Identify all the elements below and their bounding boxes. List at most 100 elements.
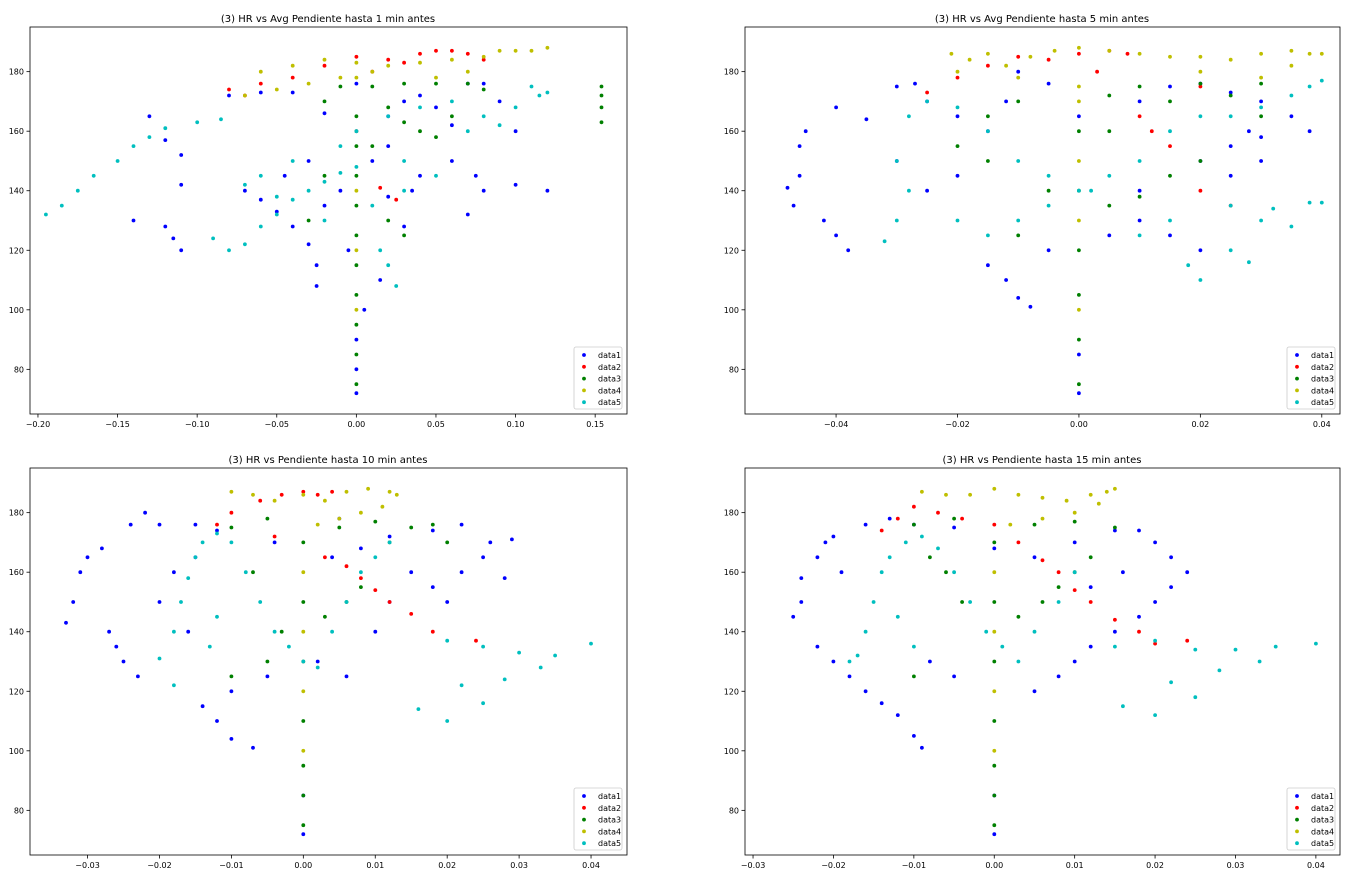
series-data2 [215,489,478,643]
data-point [1185,570,1190,575]
data-point [1259,81,1263,86]
legend: data1 data2 data3 data4 data5 [1286,787,1336,851]
data-point [193,555,198,560]
legend-marker [1295,353,1299,357]
data-point [465,69,470,74]
data-point [290,63,295,68]
data-point [1198,54,1203,59]
data-point [481,87,486,92]
data-point [354,307,359,312]
subplot-title: (3) HR vs Avg Pendiente hasta 1 min ante… [221,14,435,25]
data-point [243,93,247,98]
data-point [992,689,997,694]
data-point [359,585,363,589]
data-point [193,522,198,527]
data-point [418,60,422,65]
data-point [434,75,438,80]
data-point [258,69,263,74]
data-point [301,600,306,604]
data-point [992,659,997,664]
data-point [907,114,911,119]
data-point [459,683,464,688]
data-point [354,54,359,59]
data-point [510,537,514,542]
data-point [354,144,359,149]
data-point [322,179,327,184]
x-tick-label: 0.15 [586,420,604,429]
data-point [1153,641,1157,646]
data-point [497,48,502,53]
data-point [1064,498,1069,503]
data-point [1107,203,1112,208]
data-point [287,644,291,649]
data-point [136,674,140,679]
data-point [545,188,550,193]
data-point [402,99,406,104]
data-point [1095,69,1099,74]
legend-label: data5 [598,839,621,848]
data-point [465,51,470,56]
data-point [131,218,136,223]
data-point [301,719,306,723]
data-point [338,188,343,193]
data-point [171,236,176,241]
y-tick-label: 160 [724,568,739,577]
x-tick-label: 0.01 [366,861,384,870]
data-point [378,185,383,190]
y-tick-label: 140 [724,187,739,196]
data-point [215,522,219,527]
data-point [1198,84,1203,89]
data-point [1077,337,1081,342]
data-point [337,516,342,521]
data-point [1198,69,1203,74]
legend-marker [582,388,586,393]
x-tick-label: 0.05 [427,420,445,429]
legend-marker [582,817,586,822]
data-point [430,585,435,589]
x-tick-label: −0.10 [185,420,210,429]
data-point [354,203,359,208]
data-point [147,114,152,119]
data-point [354,322,359,327]
data-point [1137,194,1142,199]
data-point [1137,99,1142,104]
data-point [903,540,908,545]
data-point [847,659,852,664]
data-point [1137,629,1141,634]
y-tick-label: 180 [9,509,24,518]
legend-label: data1 [598,792,621,801]
data-point [1137,528,1141,533]
data-point [402,188,406,193]
data-point [799,600,804,604]
data-point [1072,519,1077,524]
data-point [553,653,557,658]
data-point [846,248,851,253]
data-point [1113,525,1117,530]
legend-label: data3 [1311,816,1334,825]
data-point [944,570,948,575]
data-point [895,614,900,619]
data-point [831,659,836,664]
y-tick-label: 120 [9,246,24,255]
x-tick-label: −0.02 [147,861,172,870]
data-point [1046,173,1051,178]
data-point [1228,248,1233,253]
data-point [1016,69,1021,74]
y-tick-label: 160 [9,127,24,136]
data-point [863,629,868,634]
data-point [1271,206,1276,211]
data-point [1198,278,1203,282]
data-point [791,203,796,208]
series-data4 [920,486,1117,753]
legend-marker [1295,364,1299,369]
data-point [1121,704,1125,709]
data-point [229,737,234,741]
data-point [344,600,349,604]
data-point [992,823,997,828]
data-point [434,173,438,178]
data-point [131,144,136,149]
data-point [1289,48,1294,53]
data-point [1137,51,1142,56]
data-point [1257,659,1262,664]
